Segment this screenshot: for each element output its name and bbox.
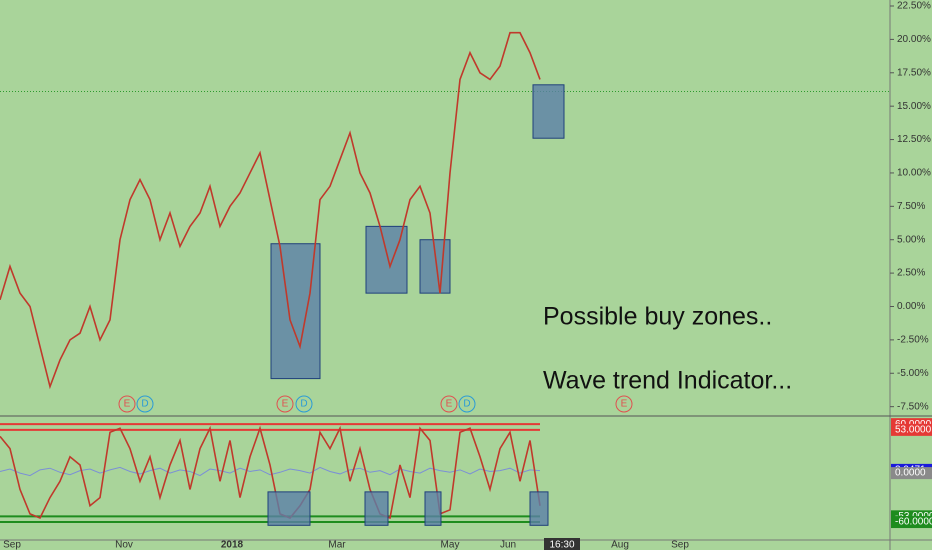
y-tick-label: 12.50% <box>897 134 931 145</box>
y-tick-label: 10.00% <box>897 168 931 179</box>
event-marker <box>118 395 136 413</box>
buy-zone <box>270 243 321 380</box>
event-marker <box>295 395 313 413</box>
x-tick-label: May <box>441 540 460 550</box>
x-tick-label: 2018 <box>221 540 244 550</box>
x-tick-label: Aug <box>611 540 629 550</box>
oscillator-line <box>0 425 541 520</box>
event-label: E <box>282 399 289 410</box>
x-tick-label: Sep <box>3 540 21 550</box>
event-label: D <box>463 399 470 410</box>
y-tick-label: 17.50% <box>897 67 931 78</box>
event-label: D <box>300 399 307 410</box>
annotation: Wave trend Indicator... <box>543 367 792 395</box>
y2-tick-label: 53.0000 <box>895 425 932 436</box>
x-tick-label: Nov <box>115 540 133 550</box>
y2-tick-badge <box>891 423 932 436</box>
y-tick-label: 22.50% <box>897 1 931 12</box>
indicator-zone <box>424 491 442 526</box>
y-tick-label: -5.00% <box>897 368 929 379</box>
y2-tick-badge <box>891 467 932 480</box>
annotation: Possible buy zones.. <box>543 303 772 331</box>
x-tick-label: Sep <box>671 540 689 550</box>
event-marker <box>276 395 294 413</box>
price-line <box>0 31 541 390</box>
x-tick-label: Jun <box>500 540 516 550</box>
y-tick-label: 15.00% <box>897 101 931 112</box>
event-label: D <box>141 399 148 410</box>
signal-line <box>0 466 541 477</box>
y-tick-label: -7.50% <box>897 401 929 412</box>
event-label: E <box>446 399 453 410</box>
event-marker <box>458 395 476 413</box>
y2-tick-badge <box>891 516 932 529</box>
buy-zone <box>532 84 565 139</box>
y-tick-label: 5.00% <box>897 234 925 245</box>
y-tick-label: 2.50% <box>897 268 925 279</box>
y-tick-label: 0.00% <box>897 301 925 312</box>
x-tick-label: 16:30 <box>549 540 574 550</box>
y2-tick-label: 0.0000 <box>895 468 926 479</box>
y2-tick-label: -60.0000 <box>895 517 932 528</box>
y-tick-label: 20.00% <box>897 34 931 45</box>
y-tick-label: -2.50% <box>897 335 929 346</box>
indicator-zone <box>267 491 311 526</box>
indicator-zone <box>364 491 389 526</box>
event-marker <box>136 395 154 413</box>
event-marker <box>615 395 633 413</box>
event-label: E <box>124 399 131 410</box>
event-marker <box>440 395 458 413</box>
y-tick-label: 7.50% <box>897 201 925 212</box>
event-label: E <box>621 399 628 410</box>
x-tick-label: Mar <box>328 540 346 550</box>
indicator-zone <box>529 491 549 526</box>
time-badge <box>544 538 580 550</box>
